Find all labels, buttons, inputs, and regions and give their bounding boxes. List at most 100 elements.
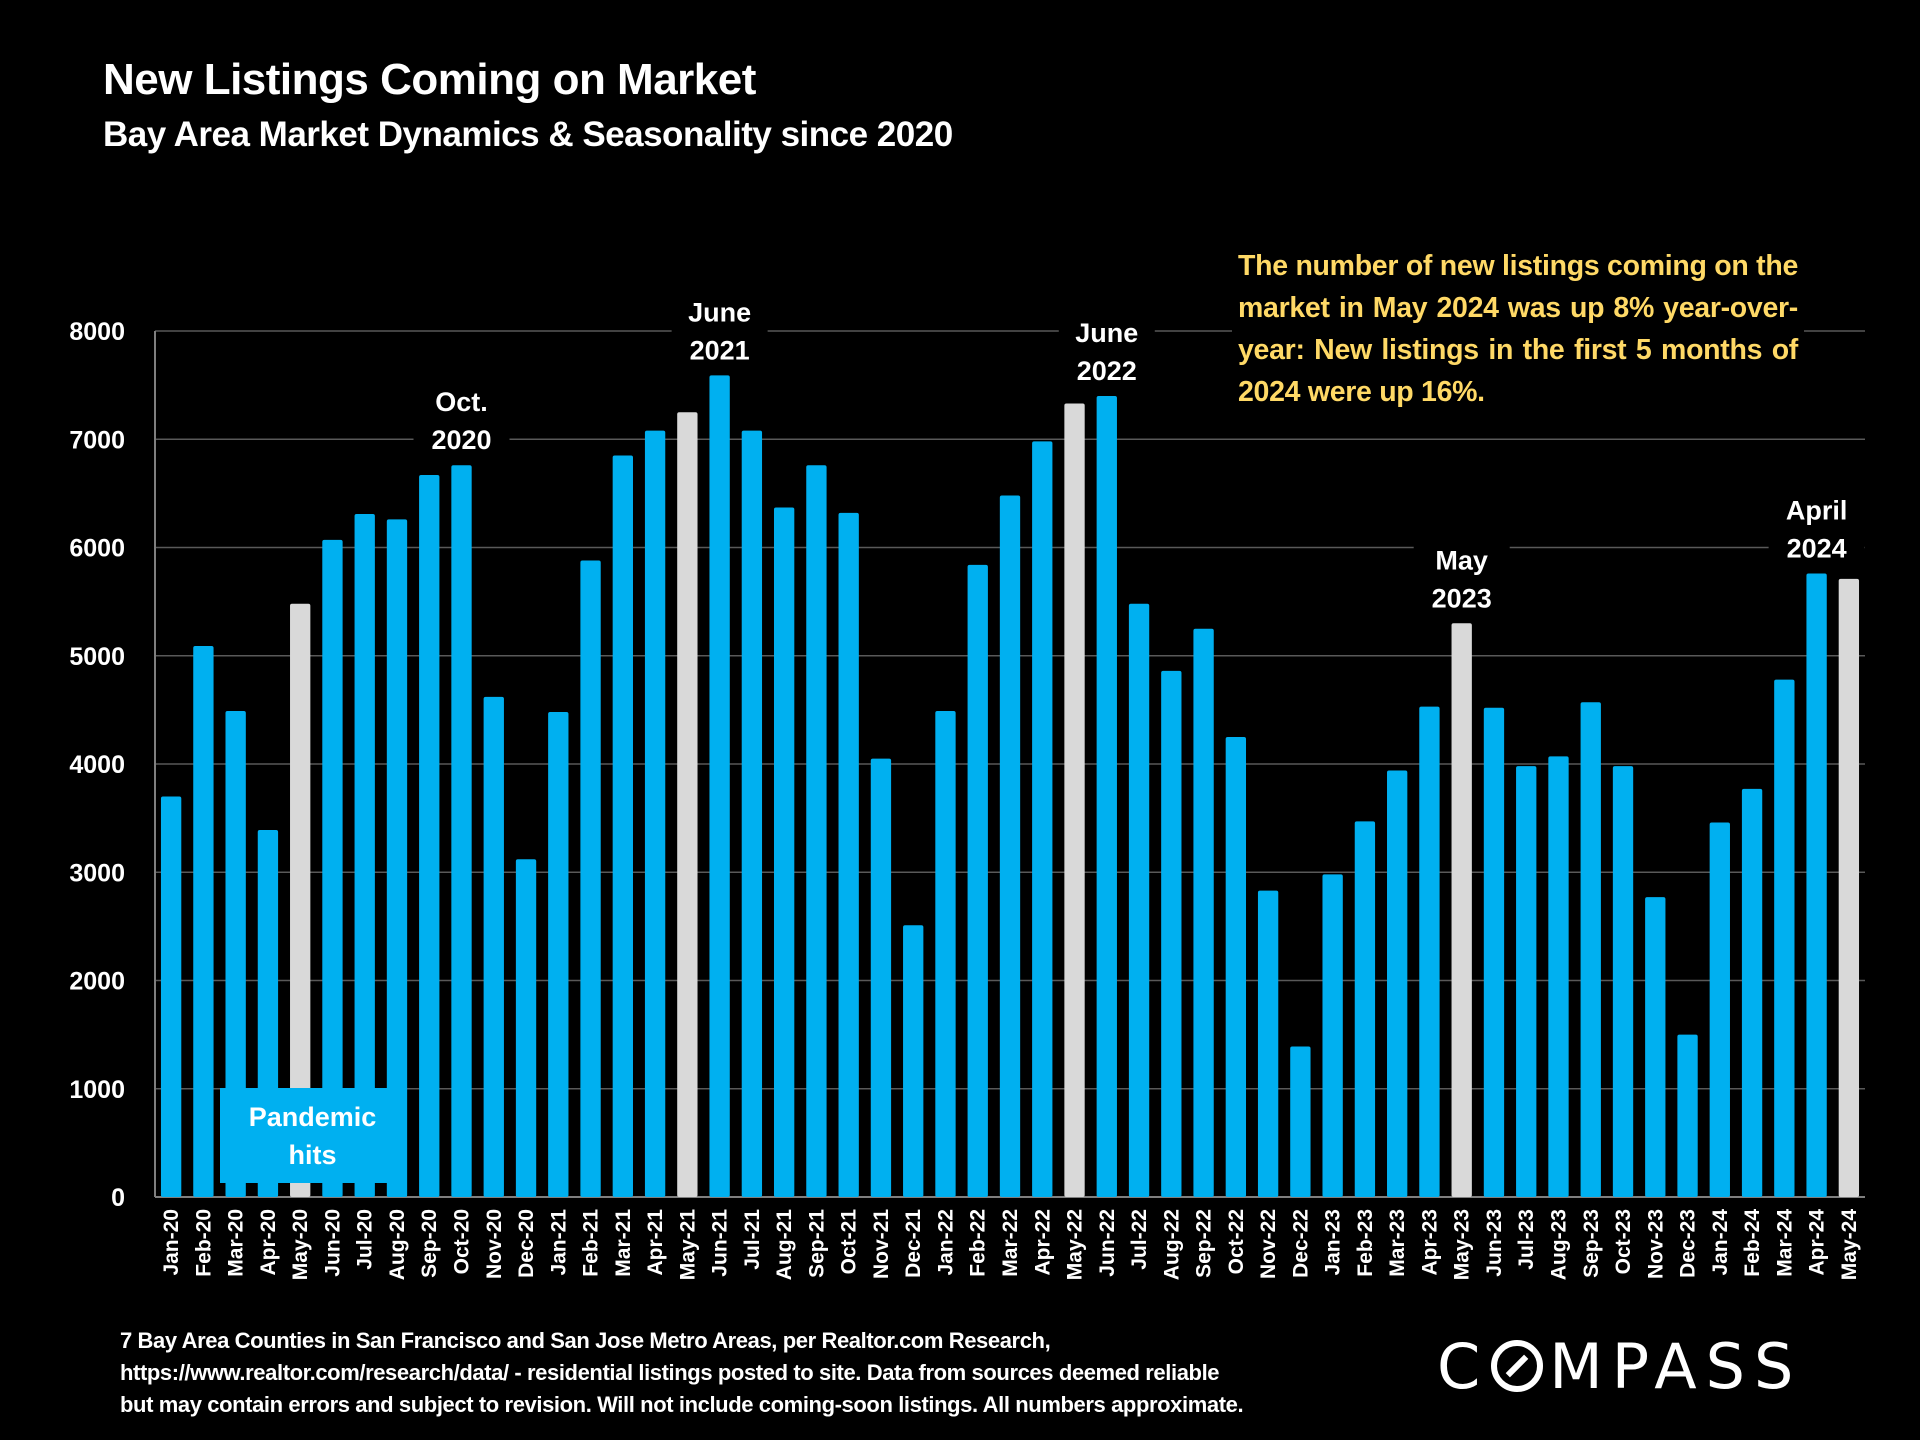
x-tick-label: Sep-22 [1193,1209,1216,1278]
bar [322,539,343,1197]
bar [225,710,246,1197]
bar [419,474,440,1197]
x-tick-label: Jun-21 [709,1209,732,1277]
bar [1225,736,1247,1197]
footnote-line-1: 7 Bay Area Counties in San Francisco and… [120,1328,1051,1353]
annotation-label: 2022 [1077,356,1137,386]
bar [483,696,504,1197]
annotation-label: April [1786,495,1848,525]
bar [1032,441,1053,1197]
x-tick-label: Oct-22 [1225,1209,1248,1274]
x-tick-label: Jun-22 [1096,1209,1119,1277]
bar [1516,766,1537,1197]
x-tick-label: Mar-22 [999,1209,1022,1277]
bar [1096,395,1117,1197]
x-tick-label: Nov-23 [1644,1209,1667,1279]
bar [644,430,666,1198]
x-tick-label: Jan-21 [547,1209,570,1276]
y-tick-label: 4000 [69,751,125,779]
bar [709,375,730,1197]
y-tick-label: 3000 [69,859,125,887]
x-tick-label: Feb-21 [580,1209,603,1277]
logo-letters-mpass: MPASS [1549,1330,1803,1403]
x-tick-label: Dec-23 [1677,1209,1700,1278]
x-tick-label: Sep-23 [1580,1209,1603,1278]
bar [193,646,214,1197]
bar [1580,702,1601,1197]
bar [354,513,375,1197]
x-tick-label: Nov-21 [870,1209,893,1279]
x-tick-label: May-24 [1838,1209,1861,1281]
x-tick-label: Jul-20 [354,1209,377,1270]
footnote-line-3: but may contain errors and subject to re… [120,1392,1244,1417]
bar [386,519,408,1197]
x-tick-label: Apr-21 [644,1209,667,1276]
bar [612,455,633,1197]
x-tick-label: May-23 [1451,1209,1474,1280]
bar [1128,603,1150,1197]
x-axis: Jan-20 Feb-20 Mar-20 Apr-20 May-20 Jun-20 Jul-… [160,1209,1861,1281]
x-tick-label: Nov-20 [483,1209,506,1279]
x-tick-label: Apr-23 [1418,1209,1441,1276]
x-tick-label: Jan-22 [934,1209,957,1276]
x-tick-label: Oct-21 [838,1209,861,1275]
y-tick-label: 1000 [69,1076,125,1104]
x-tick-label: Mar-24 [1773,1209,1796,1277]
highlighted-bar [677,412,698,1197]
x-tick-label: Jul-22 [1128,1209,1151,1270]
pandemic-hits-label: Pandemic hits [220,1088,405,1183]
x-tick-label: Jan-20 [160,1209,183,1276]
bar [451,465,472,1198]
y-tick-label: 0 [111,1184,125,1212]
x-tick-label: Jun-23 [1483,1209,1506,1277]
bar [1548,756,1569,1197]
x-tick-label: Mar-23 [1386,1209,1409,1277]
annotation-label: 2024 [1787,533,1847,563]
x-tick-label: Nov-22 [1257,1209,1280,1279]
bar [1645,897,1666,1197]
annotation-background [1413,531,1510,616]
annotation-label: June [1075,318,1138,348]
bar [515,859,537,1197]
y-tick-label: 6000 [69,535,125,563]
highlighted-bar [290,603,311,1197]
bar [1354,821,1376,1197]
x-tick-label: Aug-21 [773,1209,796,1280]
bars [160,375,1860,1198]
compass-o-slash-icon [1491,1340,1544,1392]
y-tick-label: 2000 [69,968,125,996]
chart-title: New Listings Coming on Market [103,55,756,104]
x-tick-label: Feb-22 [967,1209,990,1277]
x-tick-label: Mar-20 [225,1209,248,1277]
bar [1774,679,1795,1197]
pandemic-label-line1: Pandemic [248,1102,377,1132]
x-tick-label: Jun-20 [321,1209,344,1277]
x-tick-label: May-21 [676,1209,699,1281]
highlighted-bar [1838,578,1860,1197]
footnote-line-2: https://www.realtor.com/research/data/ -… [120,1360,1220,1385]
x-tick-label: Apr-22 [1031,1209,1054,1276]
x-tick-label: Jan-23 [1322,1209,1345,1276]
annotation-background [413,373,510,458]
bar [999,495,1021,1197]
annotation-background [671,283,768,368]
x-tick-label: Dec-21 [902,1209,925,1278]
footnote: 7 Bay Area Counties in San Francisco and… [120,1325,1388,1421]
x-tick-label: Oct-20 [451,1209,474,1274]
x-tick-label: Jul-21 [741,1209,764,1270]
annotation-label: June [688,297,751,327]
annotation-label: 2021 [690,335,750,365]
bar [838,512,859,1197]
bar [160,796,182,1197]
highlighted-bar [1064,403,1085,1198]
x-tick-label: Feb-23 [1354,1209,1377,1277]
bar [773,507,795,1197]
bar [935,710,956,1197]
bar [1161,670,1182,1197]
logo-letter-c: C [1437,1330,1490,1403]
bar [1290,1046,1311,1197]
bar [870,758,892,1197]
x-tick-label: May-22 [1064,1209,1087,1280]
pandemic-label-line2: hits [288,1140,337,1170]
bar [1193,628,1214,1197]
